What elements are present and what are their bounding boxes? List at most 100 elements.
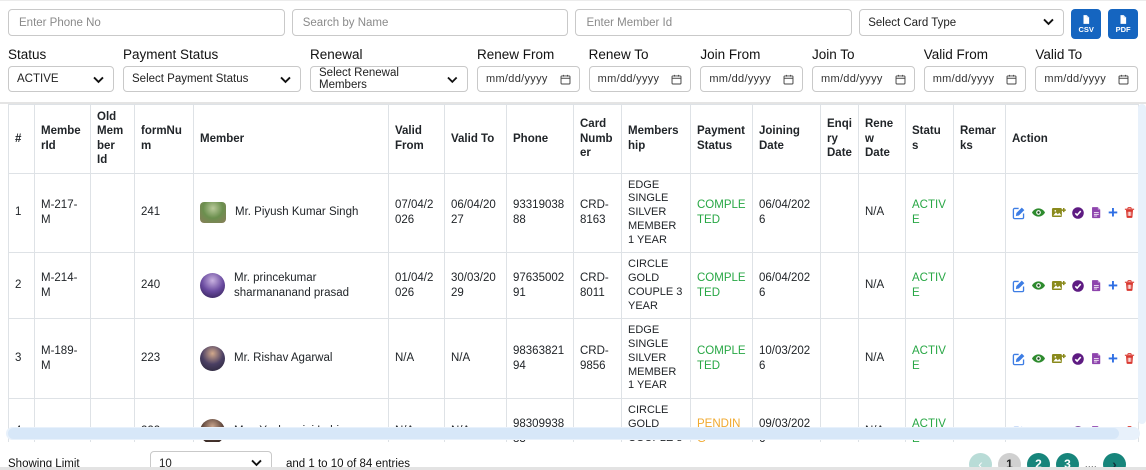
cell-joining-date: 06/04/2026 (752, 172, 821, 254)
add-icon[interactable]: + (1108, 349, 1118, 369)
cell-valid-to: 06/04/2027 (444, 172, 507, 254)
table-footer: Showing Limit 10 and 1 to 10 of 84 entri… (0, 442, 1146, 470)
add-image-icon[interactable] (1051, 278, 1066, 293)
name-search-input[interactable] (291, 9, 569, 36)
pagination-ellipsis: .... (1084, 459, 1097, 469)
join-from-date-value: mm/dd/yyyy (709, 73, 772, 85)
document-icon[interactable] (1090, 278, 1103, 293)
delete-icon[interactable] (1123, 205, 1136, 220)
document-icon[interactable] (1090, 351, 1103, 366)
add-image-icon[interactable] (1051, 351, 1066, 366)
add-image-icon[interactable] (1051, 205, 1066, 220)
pagination-page-2[interactable]: 2 (1026, 452, 1050, 470)
valid-to-date[interactable]: mm/dd/yyyy (1035, 66, 1139, 92)
cell-actions: + (1005, 252, 1139, 320)
cell-phone: 9836382194 (506, 318, 574, 399)
column-header: Joining Date (752, 104, 821, 174)
cell-membership: EDGE SINGLE SILVER MEMBER 1 YEAR (621, 172, 691, 254)
column-header: Renew Date (858, 104, 906, 174)
pdf-file-icon (1118, 14, 1128, 25)
join-to-date-label: Join To (812, 47, 855, 62)
pagination-prev-button[interactable]: ‹ (968, 452, 992, 470)
card-type-select[interactable]: Select Card Type (859, 9, 1065, 36)
cell-status: ACTIVE (905, 252, 954, 320)
join-to-date[interactable]: mm/dd/yyyy (812, 66, 915, 92)
column-header: Remarks (953, 104, 1006, 174)
edit-icon[interactable] (1012, 351, 1026, 366)
cell-payment-status: COMPLETED (690, 318, 753, 399)
phone-search-input[interactable] (8, 9, 285, 36)
pagination-page-3[interactable]: 3 (1055, 452, 1079, 470)
cell-old-member-id (90, 252, 135, 320)
edit-icon[interactable] (1012, 205, 1026, 220)
pagination-page-1[interactable]: 1 (997, 452, 1021, 470)
cell-joining-date: 06/04/2026 (752, 252, 821, 320)
cell-index: 3 (8, 318, 35, 399)
filter-row-2: Status ACTIVE Payment Status Select Payment… (0, 41, 1146, 100)
renew-from-date-value: mm/dd/yyyy (486, 73, 548, 85)
join-from-date[interactable]: mm/dd/yyyy (700, 66, 804, 92)
status-filter-select-value: ACTIVE (17, 73, 59, 85)
delete-icon[interactable] (1123, 351, 1136, 366)
renewal-filter-select-label: Renewal (310, 47, 363, 62)
cell-renew-date: N/A (858, 318, 906, 399)
status-filter-select[interactable]: ACTIVE (8, 66, 114, 92)
cell-index: 1 (8, 172, 35, 254)
member-name: Mr. Rishav Agarwal (234, 352, 333, 365)
verified-icon[interactable] (1071, 278, 1085, 293)
view-icon[interactable] (1031, 351, 1046, 366)
view-icon[interactable] (1031, 205, 1046, 220)
export-pdf-button[interactable]: PDF (1108, 9, 1139, 39)
join-from-date-label: Join From (700, 47, 761, 62)
horizontal-scrollbar-thumb[interactable] (8, 428, 1120, 439)
column-header: # (8, 104, 35, 174)
column-header: Valid From (388, 104, 445, 174)
cell-index: 2 (8, 252, 35, 320)
renewal-filter-select[interactable]: Select Renewal Members (310, 66, 468, 92)
payment-status-filter-select-label: Payment Status (123, 47, 219, 62)
vertical-scrollbar[interactable] (1138, 104, 1146, 424)
cell-valid-to: N/A (444, 318, 507, 399)
cell-member: Mr. princekumar sharmananand prasad (193, 252, 389, 320)
cell-member-id: M-189-M (34, 318, 91, 399)
delete-icon[interactable] (1123, 278, 1136, 293)
cell-actions: + (1005, 318, 1139, 399)
cell-valid-to: 30/03/2029 (444, 252, 507, 320)
member-avatar (200, 202, 226, 224)
join-to-date-value: mm/dd/yyyy (821, 73, 883, 85)
verified-icon[interactable] (1071, 351, 1085, 366)
table-body: 1 M-217-M 241 Mr. Piyush Kumar Singh 07/… (8, 172, 1139, 442)
column-header: Enqiry Date (820, 104, 859, 174)
add-icon[interactable]: + (1108, 203, 1118, 223)
member-id-search-input[interactable] (575, 9, 853, 36)
pagination-next-button[interactable]: › (1103, 452, 1126, 470)
pagination: ‹ 1 2 3.... › (968, 452, 1138, 470)
cell-old-member-id (90, 318, 135, 399)
column-header: Old Member Id (90, 104, 135, 174)
cell-old-member-id (90, 172, 135, 254)
cell-form-num: 223 (134, 318, 194, 399)
cell-enqiry-date (820, 252, 859, 320)
cell-form-num: 241 (134, 172, 194, 254)
cell-valid-from: 01/04/2026 (388, 252, 445, 320)
card-type-select-value: Select Card Type (868, 16, 957, 29)
member-avatar (200, 273, 225, 299)
cell-payment-status: COMPLETED (690, 172, 753, 254)
payment-status-filter-select[interactable]: Select Payment Status (123, 66, 301, 92)
view-icon[interactable] (1031, 278, 1046, 293)
cell-status: ACTIVE (905, 172, 954, 254)
table-row: 3 M-189-M 223 Mr. Rishav Agarwal N/A N/A… (8, 318, 1139, 399)
cell-membership: CIRCLE GOLD COUPLE 3 YEAR (621, 252, 691, 320)
valid-from-date[interactable]: mm/dd/yyyy (923, 66, 1027, 92)
export-csv-button[interactable]: CSV (1071, 9, 1102, 39)
verified-icon[interactable] (1071, 205, 1085, 220)
document-icon[interactable] (1090, 205, 1103, 220)
renew-from-date[interactable]: mm/dd/yyyy (477, 66, 580, 92)
column-header: Phone (506, 104, 574, 174)
cell-membership: EDGE SINGLE SILVER MEMBER 1 YEAR (621, 318, 691, 399)
edit-icon[interactable] (1012, 278, 1026, 293)
cell-member: Mr. Rishav Agarwal (193, 318, 389, 399)
renew-to-date[interactable]: mm/dd/yyyy (588, 66, 692, 92)
add-icon[interactable]: + (1108, 276, 1118, 296)
table-row: 2 M-214-M 240 Mr. princekumar sharmanana… (8, 252, 1139, 320)
